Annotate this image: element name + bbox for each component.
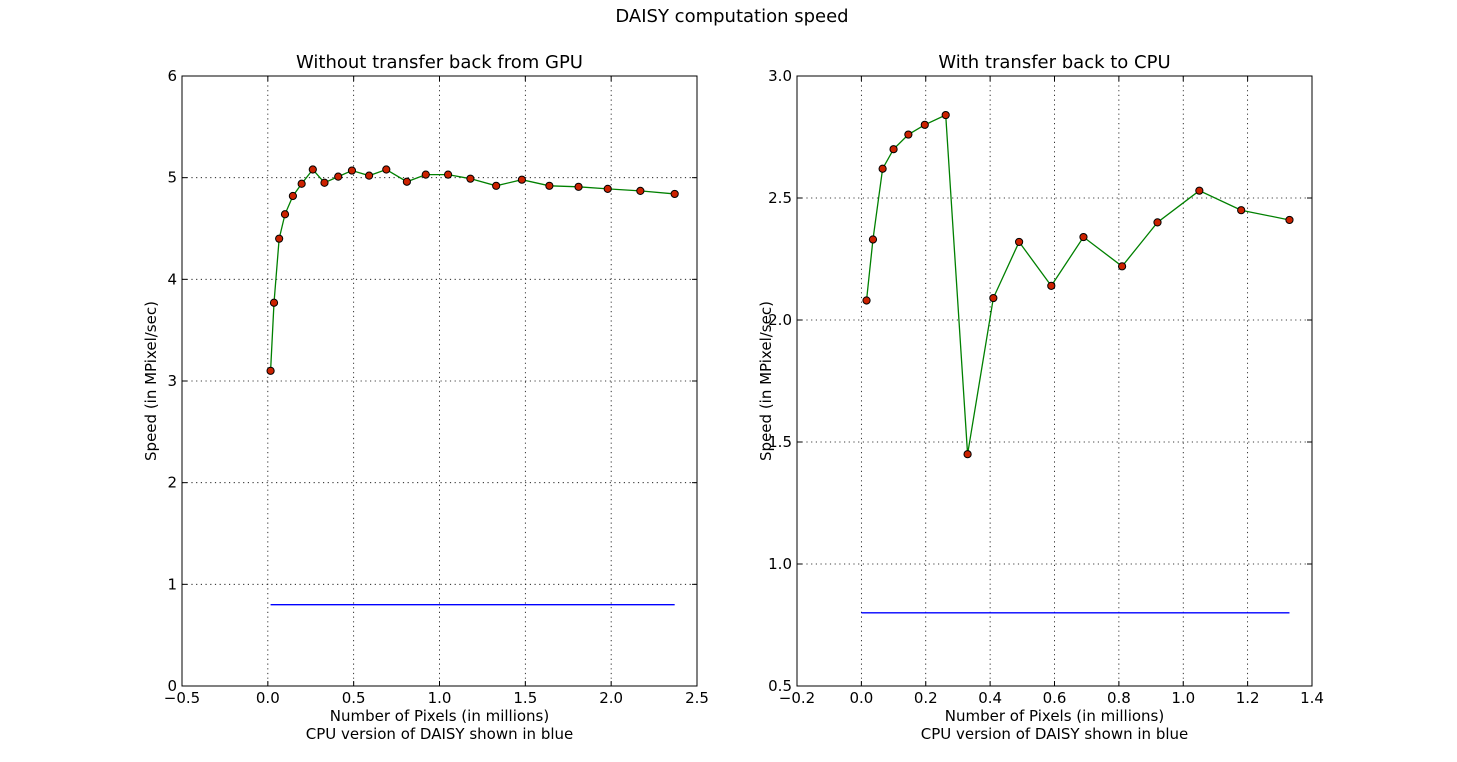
chart-2-x-tick-label: 0.4 (978, 689, 1002, 707)
chart-1-data-point (269, 298, 279, 307)
chart-2-x-tick-label: 1.2 (1236, 689, 1260, 707)
chart-1-data-point (443, 170, 453, 179)
chart-2-data-point (1079, 232, 1088, 242)
chart-2-data-point (963, 450, 972, 459)
chart-1-x-axis-sublabel: CPU version of DAISY shown in blue (306, 725, 574, 743)
chart-1-data-point (347, 166, 357, 175)
chart-1-data-point (545, 181, 554, 190)
chart-1-y-tick-label: 0 (167, 677, 177, 695)
chart-1-y-tick-label: 5 (167, 169, 177, 187)
chart-1-x-axis-label: Number of Pixels (in millions) (330, 707, 549, 725)
chart-2-y-tick-label: 1.0 (768, 555, 792, 573)
chart-2-data-point (862, 296, 871, 305)
chart-1-x-tick-label: 1.0 (428, 689, 452, 707)
chart-1-y-tick-label: 1 (167, 575, 177, 593)
chart-2-y-tick-label: 1.5 (768, 433, 792, 451)
chart-2-x-tick-label: 0.2 (914, 689, 938, 707)
chart-2-plot-area (797, 76, 1312, 686)
chart-1-data-point (421, 170, 430, 179)
chart-2-data-point (889, 145, 898, 154)
chart-1-x-tick-label: 1.5 (513, 689, 537, 707)
chart-1-data-point (297, 179, 306, 188)
chart-1-x-tick-label: 0.0 (256, 689, 280, 707)
chart-2-data-point (1195, 186, 1204, 195)
chart-1-data-point (492, 181, 501, 190)
chart-2-data-point (989, 293, 998, 303)
chart-2-y-tick-label: 2.0 (768, 311, 792, 329)
chart-2-x-tick-label: 1.0 (1171, 689, 1195, 707)
chart-1-title: Without transfer back from GPU (296, 52, 583, 73)
chart-2-data-point (878, 164, 887, 173)
chart-1-data-point (517, 175, 527, 184)
chart-1-x-tick-label: 0.5 (342, 689, 366, 707)
chart-1-data-point (636, 186, 645, 195)
chart-1-data-point (365, 171, 374, 180)
chart-2-x-tick-label: 1.4 (1300, 689, 1324, 707)
chart-1-data-point (275, 234, 284, 243)
chart-1-data-point (308, 165, 317, 174)
chart-2-data-point (1047, 281, 1056, 290)
chart-2-x-tick-label: 0.0 (849, 689, 873, 707)
chart-1-x-tick-label: 2.0 (599, 689, 623, 707)
chart-2-y-tick-label: 3.0 (768, 67, 792, 85)
chart-2-data-point (1285, 215, 1294, 225)
chart-1-data-point (466, 174, 475, 183)
chart-1-data-point (603, 184, 612, 193)
chart-2-x-axis-sublabel: CPU version of DAISY shown in blue (921, 725, 1189, 743)
chart-1-y-axis-label: Speed (in MPixel/sec) (142, 301, 160, 461)
chart-2-y-tick-label: 2.5 (768, 189, 792, 207)
chart-2-data-point (1117, 262, 1127, 271)
chart-1-y-tick-label: 2 (167, 474, 177, 492)
chart-2-data-point (868, 235, 878, 244)
chart-2-x-axis-label: Number of Pixels (in millions) (945, 707, 1164, 725)
chart-1-data-point (574, 182, 583, 191)
left-subplot: −0.5 0.0 0.5 1.0 1.5 2.0 2.5 0 1 2 3 4 5 6 Without tra… (142, 52, 709, 743)
chart-1-y-tick-label: 3 (167, 372, 177, 390)
chart-1-data-point (266, 366, 275, 375)
chart-2-x-tick-label: 0.6 (1043, 689, 1067, 707)
right-subplot: −0.2 0.0 0.2 0.4 0.6 0.8 1.0 1.2 1.4 0.5 1.0 1.5 2.0… (757, 52, 1324, 743)
chart-2-title: With transfer back to CPU (938, 52, 1170, 73)
chart-2-data-point (904, 130, 913, 139)
chart-1-data-point (320, 178, 329, 187)
chart-2-data-point (920, 120, 929, 129)
chart-1-data-point (670, 189, 679, 199)
chart-1-data-point (382, 165, 391, 174)
chart-2-y-tick-label: 0.5 (768, 677, 792, 695)
chart-2-x-tick-label: 0.8 (1107, 689, 1131, 707)
chart-2-data-point (1014, 237, 1024, 247)
chart-2-data-point (941, 110, 950, 120)
chart-1-data-point (402, 177, 411, 186)
chart-1-x-tick-label: 2.5 (685, 689, 709, 707)
chart-1-data-point (280, 210, 290, 219)
chart-2-data-point (1237, 206, 1246, 215)
chart-2-y-axis-label: Speed (in MPixel/sec) (757, 301, 775, 461)
chart-1-x-tick-label: −0.5 (164, 689, 200, 707)
chart-1-data-point (288, 191, 297, 201)
chart-2-x-tick-label: −0.2 (779, 689, 815, 707)
chart-2-data-point (1153, 218, 1162, 227)
chart-1-data-point (334, 172, 343, 181)
chart-1-y-tick-label: 4 (167, 270, 177, 288)
figure-title: DAISY computation speed (615, 6, 848, 27)
chart-1-y-tick-label: 6 (167, 67, 177, 85)
